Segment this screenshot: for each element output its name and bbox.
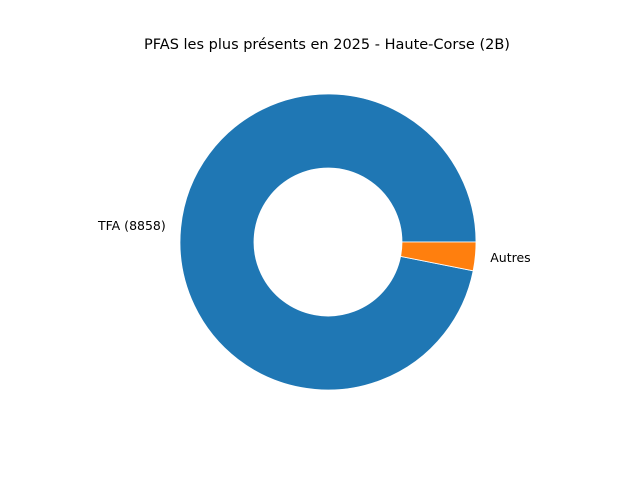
labels-group: TFA (8858) Autres (97, 218, 531, 265)
slice-label-1: Autres (490, 250, 530, 265)
slices-group (179, 93, 477, 391)
slice-label-0: TFA (8858) (97, 218, 166, 233)
pie-slice-0 (179, 93, 477, 391)
pie-slice-1 (400, 241, 477, 272)
chart-title: PFAS les plus présents en 2025 - Haute-C… (144, 37, 510, 53)
